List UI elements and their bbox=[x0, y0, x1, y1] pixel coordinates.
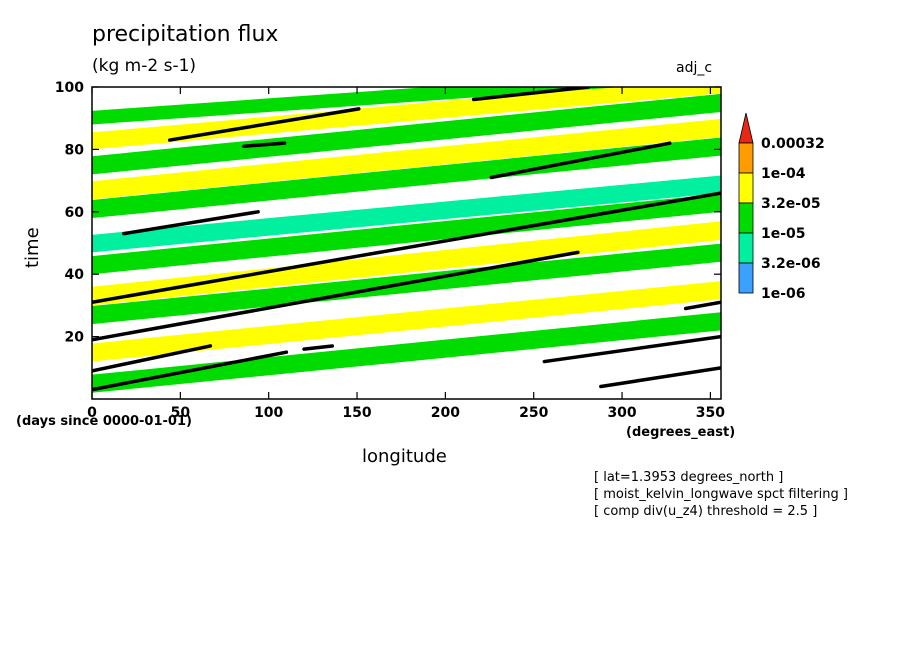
threshold-track-2 bbox=[92, 344, 213, 373]
y-axis: 20 40 60 80 100 bbox=[55, 80, 721, 346]
threshold-track-1 bbox=[92, 250, 580, 342]
y-tick-label-80: 80 bbox=[65, 142, 85, 158]
plot-frame bbox=[91, 86, 722, 400]
x-tick-label-350: 350 bbox=[696, 405, 725, 421]
x-axis-label: longitude bbox=[362, 446, 447, 467]
contour-band-5 bbox=[92, 175, 721, 253]
threshold-track-11 bbox=[302, 344, 335, 351]
x-units-label: (degrees_east) bbox=[626, 425, 736, 440]
x-tick-label-50: 50 bbox=[171, 405, 191, 421]
legend-label-2: 3.2e-05 bbox=[761, 196, 821, 212]
contour-band-8 bbox=[92, 93, 721, 175]
y-units-label: (days since 0000-01-01) bbox=[16, 414, 192, 429]
contour-band-4 bbox=[92, 193, 721, 275]
threshold-track-0 bbox=[92, 191, 721, 305]
contour-band-0 bbox=[92, 312, 721, 393]
note-filtering: [ moist_kelvin_longwave spct filtering ] bbox=[594, 487, 848, 502]
legend-label-1: 1e-04 bbox=[761, 166, 806, 182]
legend-swatch-3 bbox=[738, 232, 754, 264]
threshold-tracks bbox=[92, 87, 721, 392]
threshold-track-5 bbox=[167, 107, 361, 142]
x-tick-label-200: 200 bbox=[431, 405, 460, 421]
x-axis: 0 50 100 150 200 250 300 350 bbox=[87, 87, 725, 421]
x-tick-label-100: 100 bbox=[254, 405, 283, 421]
x-tick-label-300: 300 bbox=[607, 405, 636, 421]
chart-subtitle: (kg m-2 s-1) bbox=[92, 56, 197, 76]
threshold-track-3 bbox=[92, 350, 289, 392]
threshold-track-12 bbox=[683, 300, 721, 311]
threshold-track-6 bbox=[242, 141, 287, 149]
legend-swatch-2 bbox=[738, 202, 754, 234]
x-tick-label-0: 0 bbox=[87, 405, 97, 421]
contour-band-7 bbox=[92, 118, 721, 200]
legend-label-5: 1e-06 bbox=[761, 286, 806, 302]
legend-arrow bbox=[738, 112, 754, 144]
x-tick-label-250: 250 bbox=[519, 405, 548, 421]
legend-swatch-4 bbox=[738, 262, 754, 294]
legend: 0.00032 1e-04 3.2e-05 1e-05 3.2e-06 1e-06 bbox=[738, 112, 825, 302]
y-tick-label-60: 60 bbox=[65, 205, 85, 221]
threshold-track-7 bbox=[489, 141, 672, 180]
threshold-track-9 bbox=[542, 334, 721, 364]
legend-label-4: 3.2e-06 bbox=[761, 256, 821, 272]
threshold-track-10 bbox=[599, 366, 721, 389]
note-latitude: [ lat=1.3953 degrees_north ] bbox=[594, 470, 784, 485]
legend-swatch-0 bbox=[738, 142, 754, 174]
contour-bands bbox=[92, 87, 721, 393]
y-tick-label-100: 100 bbox=[55, 80, 84, 96]
legend-swatch-1 bbox=[738, 172, 754, 204]
threshold-track-8 bbox=[471, 87, 591, 102]
legend-label-0: 0.00032 bbox=[761, 136, 825, 152]
contour-band-1 bbox=[92, 281, 721, 362]
x-tick-label-150: 150 bbox=[342, 405, 371, 421]
y-tick-label-20: 20 bbox=[65, 330, 85, 346]
y-axis-label: time bbox=[22, 227, 43, 268]
contour-band-3 bbox=[92, 221, 721, 306]
legend-label-3: 1e-05 bbox=[761, 226, 806, 242]
note-threshold: [ comp div(u_z4) threshold = 2.5 ] bbox=[594, 504, 818, 519]
contour-band-9 bbox=[92, 87, 721, 150]
chart-title: precipitation flux bbox=[92, 22, 279, 47]
threshold-track-4 bbox=[122, 210, 260, 236]
y-tick-label-40: 40 bbox=[65, 267, 85, 283]
run-label: adj_c bbox=[676, 60, 713, 76]
contour-band-6 bbox=[92, 137, 721, 219]
